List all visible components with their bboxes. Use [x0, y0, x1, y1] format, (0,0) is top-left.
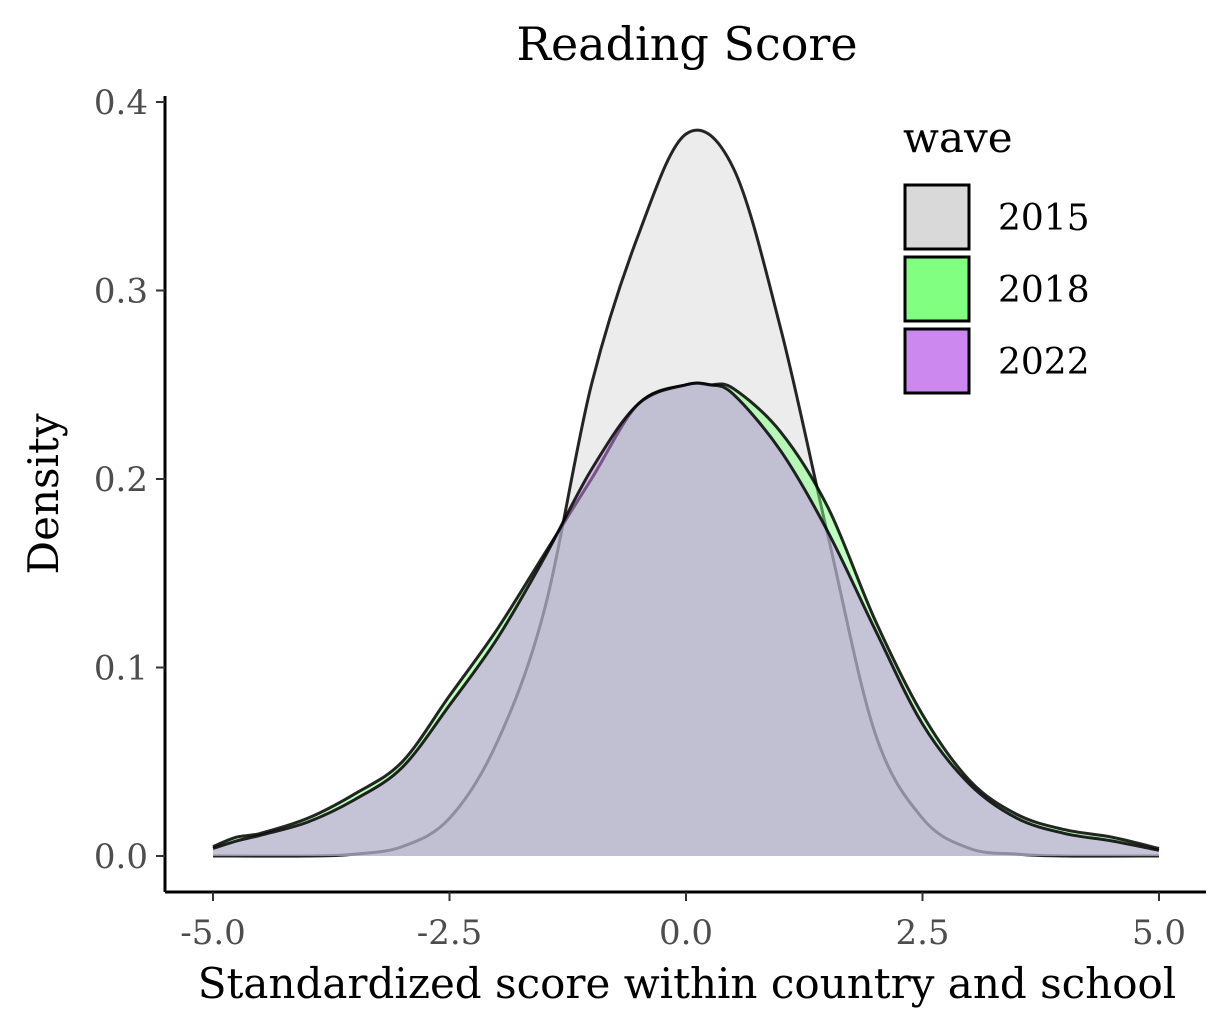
y-tick-label: 0.1 — [94, 649, 148, 689]
x-tick-label: 0.0 — [659, 913, 713, 953]
y-tick-label: 0.4 — [94, 83, 148, 123]
y-axis-title: Density — [19, 413, 68, 574]
x-ticks: -5.0 -2.5 0.0 2.5 5.0 — [180, 892, 1186, 953]
x-tick-label: -5.0 — [180, 913, 246, 953]
y-ticks: 0.0 0.1 0.2 0.3 0.4 — [94, 83, 165, 877]
y-tick-label: 0.3 — [94, 272, 148, 312]
x-axis-title: Standardized score within country and sc… — [198, 959, 1176, 1008]
line-series-2022 — [212, 381, 1160, 852]
legend-key-2022 — [903, 327, 971, 395]
area-series-2022 — [213, 382, 1159, 856]
x-tick-label: -2.5 — [417, 913, 483, 953]
legend-title: wave — [903, 113, 1013, 162]
legend-key-2018 — [903, 255, 971, 323]
plot-areas — [212, 128, 1160, 858]
legend-label-2022: 2022 — [998, 342, 1090, 383]
chart-title: Reading Score — [516, 17, 857, 71]
x-tick-label: 2.5 — [895, 913, 949, 953]
y-tick-label: 0.2 — [94, 460, 148, 500]
legend-label-2015: 2015 — [998, 198, 1090, 239]
legend: wave 2015 2018 2022 — [903, 113, 1090, 395]
x-tick-label: 5.0 — [1132, 913, 1186, 953]
legend-items: 2015 2018 2022 — [903, 183, 1090, 395]
legend-key-2015 — [903, 183, 971, 251]
y-tick-label: 0.0 — [94, 837, 148, 877]
legend-label-2018: 2018 — [998, 270, 1090, 311]
